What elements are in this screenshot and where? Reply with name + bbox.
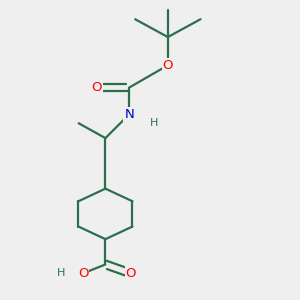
Text: H: H [150, 118, 159, 128]
Text: O: O [163, 59, 173, 72]
Text: O: O [125, 267, 136, 280]
Text: H: H [57, 268, 65, 278]
Text: O: O [91, 81, 102, 94]
Text: O: O [78, 267, 88, 280]
Text: N: N [124, 108, 134, 121]
